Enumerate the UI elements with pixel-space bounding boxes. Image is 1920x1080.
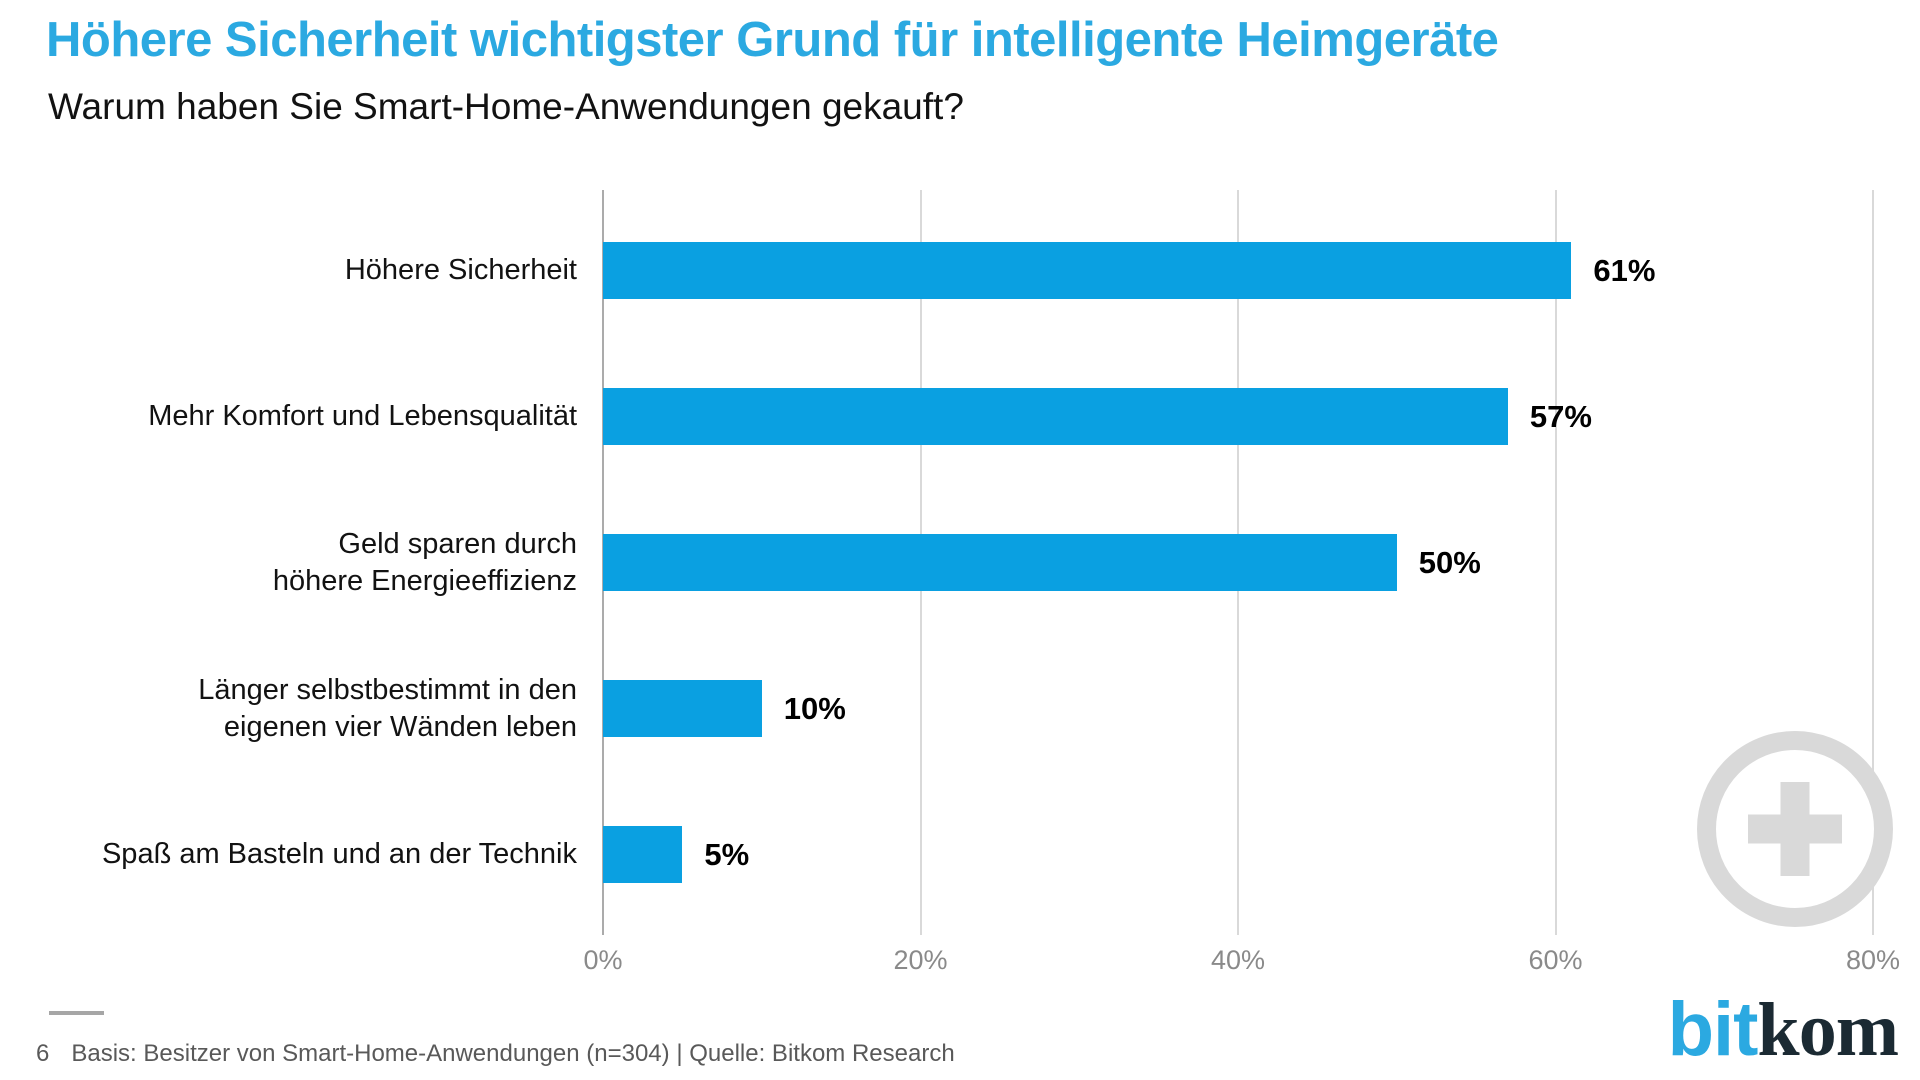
bar-value-label: 5% [704,837,750,872]
gridline [1554,190,1557,935]
circle-plus-icon [1697,731,1893,927]
gridline [1872,190,1874,935]
bar [603,534,1397,591]
category-label: Spaß am Basteln und an der Technik [101,838,577,871]
category-label: Mehr Komfort und Lebensqualität [148,400,577,433]
page-title: Höhere Sicherheit wichtigster Grund für … [46,13,1499,67]
category-label: Länger selbstbestimmt in den eigenen vie… [198,674,577,743]
chart-question-subtitle: Warum haben Sie Smart-Home-Anwendungen g… [48,86,964,127]
bar-value-label: 10% [783,691,846,726]
bitkom-logo: bitkom [1668,992,1899,1069]
x-tick-label: 80% [1845,945,1901,975]
source-note: Basis: Besitzer von Smart-Home-Anwendung… [71,1040,955,1067]
x-tick-label: 60% [1528,945,1583,975]
category-label: Höhere Sicherheit [344,254,577,287]
bar [603,826,683,883]
footer-divider [49,1011,104,1015]
category-labels-column: Höhere Sicherheit Mehr Komfort und Lebens… [40,190,577,935]
category-label: Geld sparen durch höhere Energieeffizien… [272,528,577,597]
logo-kom-text: kom [1757,988,1899,1072]
bar [603,242,1572,299]
page-number: 6 [36,1040,50,1067]
x-tick-label: 20% [893,945,948,975]
x-tick-label: 40% [1210,945,1266,975]
plus-icon-vertical-bar [1780,782,1810,876]
plot-area: 0% 20% 40% 60% 80% 61% 57% 50% 10% 5% [583,190,1900,975]
bar-value-label: 61% [1593,253,1656,288]
logo-bit-text: bit [1667,987,1759,1072]
bar [603,388,1508,445]
bar-value-label: 57% [1529,399,1592,434]
bar [603,680,762,737]
x-tick-label: 0% [583,945,623,975]
footer: 6 Basis: Besitzer von Smart-Home-Anwendu… [36,1040,955,1068]
bar-value-label: 50% [1418,545,1481,580]
